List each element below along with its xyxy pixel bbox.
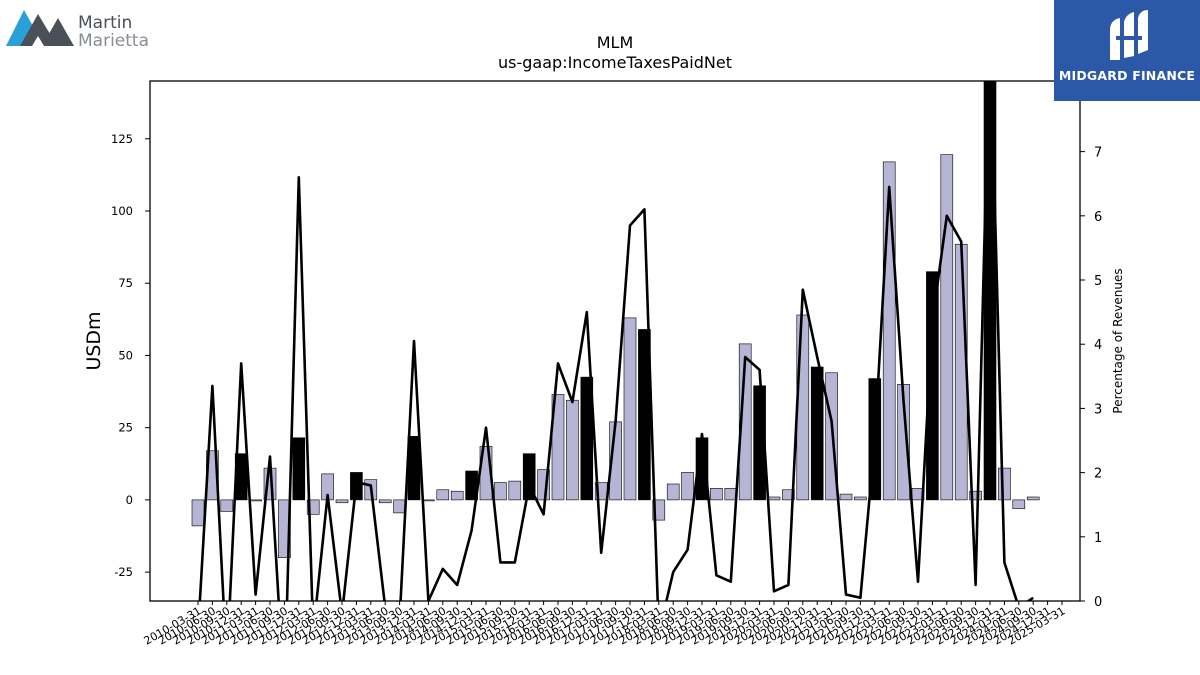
- y2-tick-label: 4: [1094, 338, 1102, 353]
- bars-group: [191, 81, 1040, 558]
- bar: [681, 472, 694, 501]
- martin-marietta-logo: Martin Marietta: [6, 6, 166, 50]
- bar: [249, 499, 262, 502]
- bar: [508, 480, 522, 501]
- bar: [969, 490, 982, 501]
- bar: [335, 499, 349, 504]
- y2-tick-label: 2: [1094, 467, 1102, 482]
- bar: [738, 343, 752, 501]
- midgard-brand-text: MIDGARD FINANCE: [1058, 68, 1196, 83]
- bar: [436, 489, 450, 501]
- logo-word-martin: Martin: [78, 13, 133, 33]
- y2-axis-ticks: 012345678: [1080, 81, 1102, 610]
- bar: [998, 467, 1011, 501]
- bar: [450, 490, 464, 501]
- bar: [882, 161, 896, 501]
- bar: [782, 489, 795, 501]
- x-axis-ticks: 2010-03-312010-06-302010-09-302010-12-31…: [142, 601, 1068, 648]
- y-tick-label: 100: [111, 204, 133, 218]
- pct-revenue-line: [198, 81, 1034, 601]
- y2-tick-label: 3: [1094, 402, 1102, 417]
- bar: [1012, 499, 1026, 509]
- bar-annual: [810, 366, 824, 501]
- bar: [1026, 496, 1040, 501]
- bar-annual: [926, 271, 939, 501]
- bar: [940, 154, 954, 501]
- bar: [839, 493, 853, 501]
- y2-tick-label: 6: [1094, 210, 1102, 225]
- chart-title: MLM: [597, 33, 634, 52]
- y-tick-label: 25: [118, 421, 133, 435]
- bar: [378, 499, 392, 504]
- bar: [854, 496, 867, 501]
- bar-annual: [580, 376, 594, 501]
- bar-annual: [292, 437, 306, 501]
- bar: [551, 394, 565, 501]
- bar-annual: [983, 81, 997, 501]
- plot-frame: [149, 80, 1081, 602]
- y-tick-label: 125: [111, 132, 133, 146]
- bar: [220, 499, 234, 512]
- y2-tick-label: 1: [1094, 531, 1102, 546]
- y-tick-label: 75: [118, 276, 133, 290]
- bar: [666, 483, 680, 501]
- y2-tick-label: 0: [1094, 595, 1102, 610]
- mountain-logo-icon: [6, 10, 74, 46]
- bar: [191, 499, 205, 527]
- y2-tick-label: 5: [1094, 274, 1102, 289]
- y2-axis-label: Percentage of Revenues: [1111, 268, 1125, 413]
- bar-annual: [522, 453, 536, 501]
- bar: [710, 488, 723, 501]
- bar: [767, 496, 781, 501]
- y-axis-label: USDm: [83, 311, 105, 370]
- y-tick-label: -25: [114, 565, 133, 579]
- y-axis-ticks: -25 0 25 50 75 100 125: [111, 132, 150, 579]
- bar: [494, 482, 507, 501]
- bar: [566, 399, 579, 501]
- midgard-emblem-icon: [1110, 10, 1148, 60]
- bar: [393, 499, 406, 514]
- y-tick-label: 50: [118, 348, 133, 362]
- y-tick-label: 0: [126, 493, 133, 507]
- midgard-finance-logo: MIDGARD FINANCE: [1054, 0, 1200, 101]
- logo-word-marietta: Marietta: [78, 31, 150, 51]
- bar: [623, 317, 637, 501]
- line-group: [198, 81, 1034, 601]
- chart-subtitle: us-gaap:IncomeTaxesPaidNet: [498, 53, 732, 72]
- bar: [422, 499, 435, 502]
- y2-tick-label: 7: [1094, 146, 1102, 161]
- bar: [796, 314, 810, 501]
